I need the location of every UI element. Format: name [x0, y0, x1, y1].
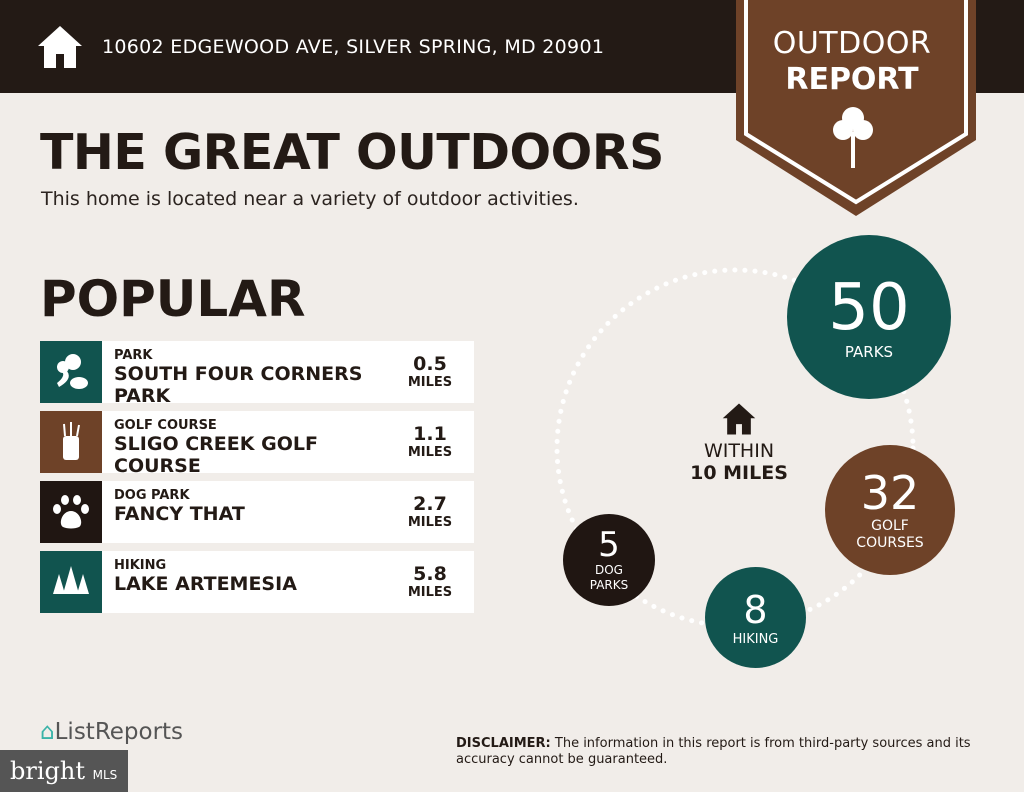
- paw-icon: [40, 481, 102, 543]
- item-category: HIKING: [114, 558, 167, 573]
- within-line2: 10 MILES: [690, 462, 788, 484]
- count-value: 8: [743, 588, 768, 632]
- golf-count-circle: 32 GOLF COURSES: [825, 445, 955, 575]
- item-name: SOUTH FOUR CORNERS PARK: [114, 363, 363, 403]
- count-label: GOLF COURSES: [856, 518, 924, 551]
- home-icon: [38, 26, 82, 68]
- home-icon: [722, 403, 756, 435]
- item-category: PARK: [114, 348, 153, 363]
- list-item: HIKING LAKE ARTEMESIA 5.8 MILES: [40, 551, 474, 613]
- count-value: 50: [828, 271, 910, 345]
- item-unit: MILES: [407, 445, 453, 460]
- hiking-count-circle: 8 HIKING: [705, 567, 806, 668]
- item-name: LAKE ARTEMESIA: [114, 573, 297, 595]
- within-label: WITHIN 10 MILES: [680, 402, 798, 484]
- list-item: DOG PARK FANCY THAT 2.7 MILES: [40, 481, 474, 543]
- park-icon: [40, 341, 102, 403]
- badge-line1: OUTDOOR: [772, 26, 932, 61]
- count-value: 32: [860, 466, 920, 520]
- within-line1: WITHIN: [703, 440, 775, 462]
- badge-line2: REPORT: [785, 62, 919, 97]
- bright-mls-logo: bright MLS: [0, 750, 128, 792]
- parks-count-circle: 50 PARKS: [787, 235, 951, 399]
- listreports-logo: ⌂ListReports: [40, 719, 184, 745]
- count-label: PARKS: [844, 343, 894, 361]
- dog-parks-count-circle: 5 DOG PARKS: [563, 514, 655, 606]
- item-unit: MILES: [407, 375, 453, 390]
- list-item: GOLF COURSE SLIGO CREEK GOLF COURSE 1.1 MI…: [40, 411, 474, 473]
- disclaimer: DISCLAIMER: The information in this repo…: [456, 736, 971, 767]
- item-distance: 2.7: [413, 493, 447, 515]
- item-unit: MILES: [407, 585, 453, 600]
- page-subtitle: This home is located near a variety of o…: [41, 188, 579, 210]
- outdoor-report-badge: OUTDOOR REPORT: [736, 0, 976, 216]
- count-value: 5: [598, 525, 620, 565]
- popular-heading: POPULAR: [40, 270, 306, 328]
- page-title: THE GREAT OUTDOORS: [40, 124, 664, 181]
- tree-icon: [833, 107, 873, 168]
- item-category: DOG PARK: [114, 488, 190, 503]
- item-name: SLIGO CREEK GOLF COURSE: [114, 433, 318, 473]
- pine-trees-icon: [40, 551, 102, 613]
- golf-bag-icon: [40, 411, 102, 473]
- count-label: HIKING: [732, 632, 779, 647]
- item-distance: 1.1: [413, 423, 447, 445]
- item-distance: 0.5: [413, 353, 447, 375]
- item-distance: 5.8: [413, 563, 447, 585]
- item-unit: MILES: [407, 515, 453, 530]
- property-address: 10602 EDGEWOOD AVE, SILVER SPRING, MD 20…: [102, 36, 605, 58]
- count-label: DOG PARKS: [589, 563, 629, 592]
- item-category: GOLF COURSE: [114, 418, 217, 433]
- list-item: PARK SOUTH FOUR CORNERS PARK 0.5 MILES: [40, 341, 474, 403]
- item-name: FANCY THAT: [114, 503, 245, 525]
